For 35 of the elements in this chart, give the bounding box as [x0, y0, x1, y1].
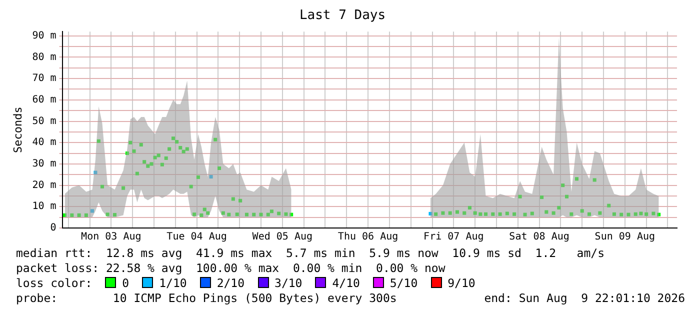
x-tick-label: Wed 05 Aug: [252, 232, 313, 243]
text: probe: 10 ICMP Echo Pings (500 Bytes) every 300s: [16, 291, 397, 306]
point: [209, 175, 213, 179]
legend-title: loss color:: [16, 276, 92, 290]
x-tick-label: Sun 09 Aug: [594, 232, 656, 243]
point: [94, 170, 98, 174]
x-tick-label: Thu 06 Aug: [338, 232, 398, 243]
y-tick-label: 30 m: [32, 158, 56, 170]
y-tick-label: 40 m: [32, 137, 56, 148]
point: [90, 209, 94, 213]
legend-label: 4/10: [332, 276, 360, 290]
chart-title: Last 7 Days: [299, 8, 386, 24]
y-axis-title: Seconds: [11, 106, 24, 153]
y-tick-label: 70 m: [32, 73, 56, 84]
text: median rtt: 12.8 ms avg 41.9 ms max 5.7 ms min 5.9 ms now 10.9 ms sd 1.2 am/s: [16, 246, 606, 261]
text: end: Sun Aug 9 22:01:10 2026: [484, 291, 685, 306]
y-tick-label: 20 m: [32, 180, 56, 191]
x-tick-label: Fri 07 Aug: [424, 232, 484, 243]
x-tick-label: Mon 03 Aug: [81, 232, 142, 243]
y-tick-label: 90 m: [32, 30, 56, 42]
legend-label: 5/10: [390, 276, 418, 290]
point: [428, 212, 432, 216]
text: packet loss: 22.58 % avg 100.00 % max 0.00 % min 0.00 % now: [16, 261, 446, 276]
legend-label: 3/10: [274, 276, 302, 290]
x-tick-label: Tue 04 Aug: [166, 232, 227, 243]
legend-label: 0: [122, 276, 130, 290]
y-tick-label: 80 m: [32, 52, 56, 63]
legend-label: 1/10: [159, 276, 187, 290]
y-tick-label: 0: [50, 222, 56, 234]
y-tick-label: 10 m: [32, 201, 56, 212]
legend-label: 9/10: [448, 276, 476, 290]
y-tick-label: 50 m: [32, 116, 56, 127]
legend-label: 2/10: [216, 276, 245, 290]
x-tick-label: Sat 08 Aug: [509, 232, 570, 243]
y-tick-label: 60 m: [32, 94, 56, 106]
